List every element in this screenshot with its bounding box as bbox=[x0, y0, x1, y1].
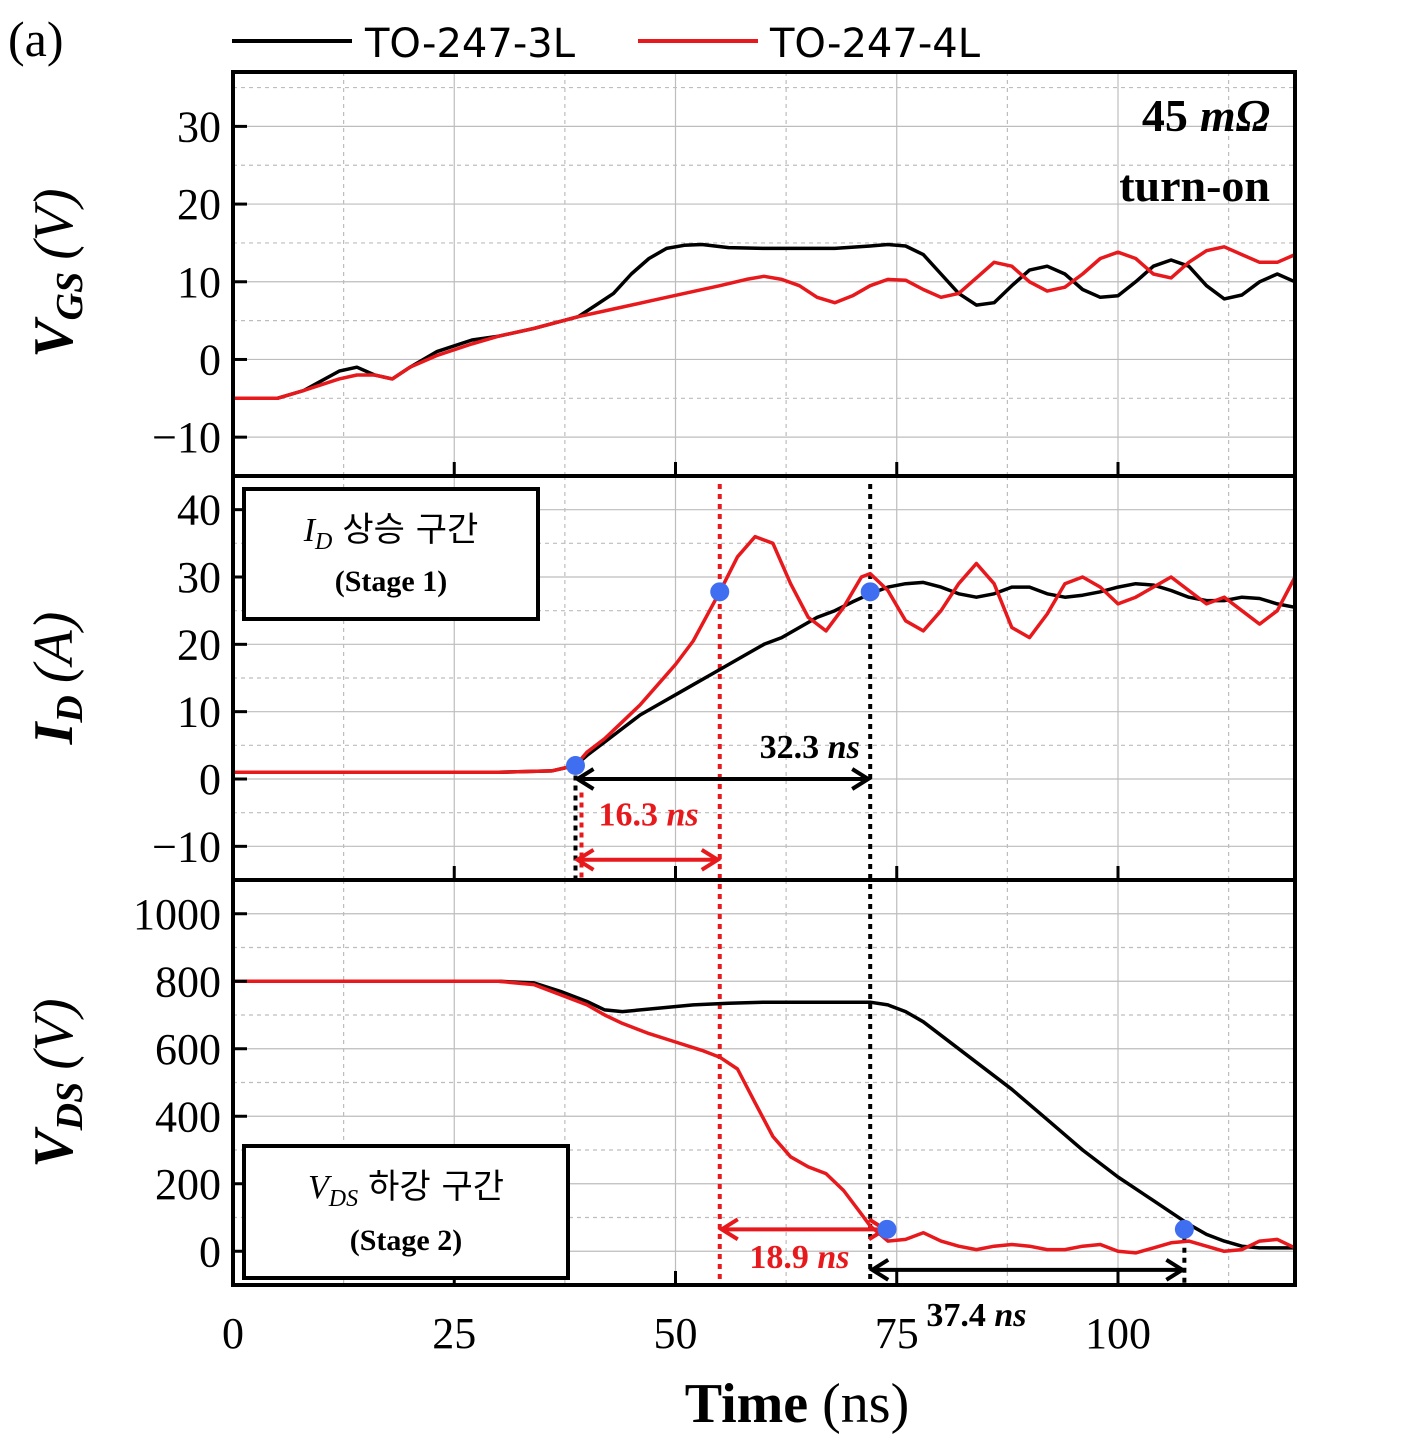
arrow-16-3ns-head-left bbox=[573, 848, 595, 872]
series-vgs-4l bbox=[233, 245, 1296, 401]
marker-point bbox=[1174, 1219, 1194, 1239]
note-value: 45 bbox=[1142, 90, 1188, 141]
ytick-label-vgs: 10 bbox=[177, 258, 221, 307]
stage1-box: ID 상승 구간 (Stage 1) bbox=[242, 487, 540, 621]
stage1-text: 상승 구간 bbox=[342, 510, 478, 550]
ytick-label-vds: 400 bbox=[155, 1092, 221, 1141]
ytick-label-vds: 800 bbox=[155, 957, 221, 1006]
data-markers bbox=[565, 582, 1194, 1239]
xlabel-time: Time (ns) bbox=[685, 1373, 910, 1435]
stage1-subtitle: (Stage 1) bbox=[335, 565, 447, 598]
ytick-label-id: 0 bbox=[199, 755, 221, 804]
legend-label-3l: TO-247-3L bbox=[364, 21, 576, 67]
arrow-18-9ns bbox=[717, 1217, 889, 1242]
ylabel-vgs: VGS(V) bbox=[23, 188, 91, 357]
reference-lines bbox=[573, 484, 1187, 1285]
stage1-var: I bbox=[303, 512, 317, 549]
frame-vds bbox=[231, 878, 1297, 1287]
stage1-title: ID 상승 구간 bbox=[303, 510, 479, 555]
legend-label-4l: TO-247-4L bbox=[769, 21, 981, 67]
gridlines bbox=[233, 72, 1295, 1285]
arrow-32-3ns-head-right bbox=[851, 767, 872, 791]
arrow-18-9ns-head-left bbox=[717, 1217, 739, 1242]
arrow-16-3ns-head-right bbox=[700, 848, 722, 872]
ytick-label-vgs: 0 bbox=[199, 335, 221, 384]
series-vgs-3l bbox=[233, 242, 1296, 401]
ytick-label-vds: 600 bbox=[155, 1025, 221, 1074]
ytick-label-id: −10 bbox=[152, 822, 221, 871]
ytick-label-vds: 1000 bbox=[133, 890, 221, 939]
series-vds-4l bbox=[233, 979, 1296, 1255]
arrow-37-4ns-head-left bbox=[868, 1258, 890, 1282]
marker-point bbox=[877, 1219, 897, 1239]
xtick-label: 25 bbox=[432, 1309, 476, 1358]
panel-frames bbox=[231, 70, 1297, 1287]
xtick-label: 100 bbox=[1085, 1309, 1151, 1358]
label-37-4ns: 37.4 ns bbox=[926, 1297, 1026, 1334]
stage2-var-sub: DS bbox=[328, 1186, 358, 1212]
ytick-label-vds: 200 bbox=[155, 1160, 221, 1209]
arrow-37-4ns-head-right bbox=[1165, 1258, 1187, 1282]
stage2-box: VDS 하강 구간 (Stage 2) bbox=[242, 1144, 570, 1280]
arrow-32-3ns-head-left bbox=[573, 767, 595, 791]
xtick-label: 75 bbox=[875, 1309, 919, 1358]
ytick-label-id: 40 bbox=[177, 486, 221, 535]
ytick-label-vgs: 20 bbox=[177, 180, 221, 229]
marker-point bbox=[710, 582, 730, 602]
label-16-3ns: 16.3 ns bbox=[598, 796, 698, 833]
panel-label: (a) bbox=[8, 11, 64, 67]
ytick-label-vgs: −10 bbox=[152, 413, 221, 462]
ylabel-vds: VDS(V) bbox=[23, 998, 91, 1167]
note-turn-on: turn-on bbox=[1119, 160, 1270, 211]
stage2-text: 하강 구간 bbox=[368, 1167, 504, 1207]
arrow-16-3ns bbox=[573, 848, 722, 872]
label-32-3ns: 32.3 ns bbox=[760, 729, 860, 766]
legend: TO-247-3L TO-247-4L bbox=[232, 21, 981, 67]
arrow-37-4ns bbox=[868, 1258, 1187, 1282]
arrow-32-3ns bbox=[573, 767, 872, 791]
series-lines bbox=[233, 242, 1297, 1255]
ylabel-id: ID(A) bbox=[23, 612, 91, 746]
series-id-3l bbox=[233, 580, 1296, 775]
series-vds-3l bbox=[233, 979, 1295, 1250]
xtick-label: 50 bbox=[654, 1309, 698, 1358]
tick-labels: −100102030−10010203040020040060080010000… bbox=[133, 102, 1151, 1358]
marker-point bbox=[860, 582, 880, 602]
label-18-9ns: 18.9 ns bbox=[749, 1239, 849, 1276]
ytick-label-id: 30 bbox=[177, 553, 221, 602]
xtick-label: 0 bbox=[222, 1309, 244, 1358]
stage1-var-sub: D bbox=[314, 529, 332, 555]
ytick-label-id: 20 bbox=[177, 620, 221, 669]
ytick-label-id: 10 bbox=[177, 688, 221, 737]
marker-point bbox=[565, 756, 585, 776]
note-resistance: 45 mΩ bbox=[1142, 90, 1270, 141]
time-annotations: 32.3 ns 16.3 ns 18.9 ns 37.4 ns bbox=[573, 729, 1187, 1334]
note-unit: mΩ bbox=[1200, 90, 1270, 141]
series-id-4l bbox=[233, 534, 1297, 775]
ytick-label-vds: 0 bbox=[199, 1227, 221, 1276]
ytick-label-vgs: 30 bbox=[177, 102, 221, 151]
stage2-subtitle: (Stage 2) bbox=[350, 1224, 462, 1257]
frame-vgs bbox=[231, 70, 1297, 478]
